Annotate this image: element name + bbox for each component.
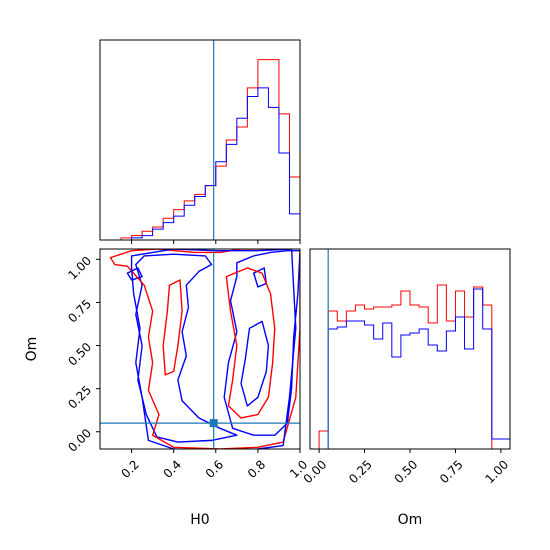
contour-4: [126, 267, 143, 281]
contour-8: [162, 279, 183, 376]
h0-hist-frame: [99, 39, 301, 241]
y-axis-title-om: Om: [24, 337, 40, 362]
contour-6: [130, 249, 297, 449]
text-layer: 0.2 0.4 0.6 0.8 1.00.000.250.500.751.000.00 0…: [24, 254, 511, 528]
x-tick-label: 0.8: [245, 457, 268, 480]
y-tick-label: 0.75: [65, 297, 94, 326]
y-tick-label: 0.25: [65, 383, 94, 412]
x-tick-label: 0.4: [161, 457, 184, 480]
h0-hist-blue: [110, 87, 300, 240]
y-tick-label: 0.50: [65, 340, 94, 369]
x-tick-label: 0.6: [203, 457, 226, 480]
contour-2: [240, 320, 270, 407]
contour-1: [223, 250, 300, 436]
om-hist-frame: [309, 248, 511, 450]
x-tick-label: 0.00: [301, 457, 330, 486]
contour-7: [225, 267, 276, 419]
om-hist-red: [310, 284, 510, 449]
y-tick-label: 0.00: [65, 426, 94, 455]
x-axis-title-om: Om: [398, 512, 423, 528]
truth-marker: [209, 419, 218, 428]
x-tick-label: 0.75: [437, 457, 466, 486]
x-tick-label: 1.00: [482, 457, 511, 486]
y-tick-label: 1.00: [65, 254, 94, 283]
x-tick-label: 0.50: [392, 457, 421, 486]
x-tick-label: 0.2: [119, 457, 142, 480]
h0-histogram: [110, 40, 300, 240]
x-tick-label: 0.25: [346, 457, 375, 486]
om-hist-blue: [310, 288, 510, 449]
joint-frame: [99, 248, 301, 450]
contour-5: [109, 249, 300, 449]
plot-layer: [96, 39, 511, 453]
om-histogram: [310, 249, 510, 449]
joint-contours: [100, 249, 300, 449]
x-axis-title-h0: H0: [190, 512, 209, 528]
h0-hist-red: [110, 59, 300, 240]
